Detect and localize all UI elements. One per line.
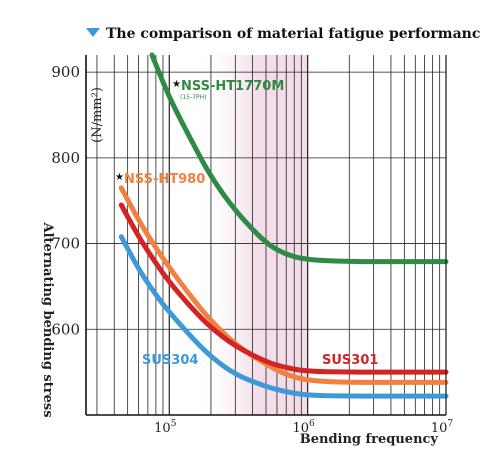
series-label-nss-ht1770m: ★NSS-HT1770M	[172, 79, 284, 94]
series-lines	[118, 52, 449, 399]
x-axis-label: Bending frequency	[300, 432, 439, 447]
chart-title: The comparison of material fatigue perfo…	[106, 26, 480, 42]
series-label-sus301: SUS301	[322, 353, 378, 368]
axes: 600 700 800 900 105 106 107	[51, 55, 453, 436]
grid	[86, 55, 447, 415]
y-tick-label: 600	[51, 320, 80, 338]
series-line-nss-ht1770m	[149, 52, 449, 265]
y-tick-label: 900	[51, 63, 80, 81]
series-label-sus304: SUS304	[142, 353, 198, 368]
y-axis-label: Alternating bending stress	[40, 221, 55, 417]
x-tick-label: 106	[293, 419, 316, 436]
series-label-nss-ht980: ★NSS-HT980	[115, 172, 205, 187]
triangle-down-icon	[86, 28, 100, 37]
x-tick-label: 107	[431, 419, 454, 436]
series-line-sus304	[118, 234, 449, 399]
y-tick-label: 800	[51, 149, 80, 167]
series-note: (15-7PH)	[180, 94, 206, 101]
y-tick-label: 700	[51, 235, 80, 253]
series-line-sus301	[118, 202, 449, 375]
series-line-nss-ht980	[118, 185, 449, 385]
y-unit-label: (N/mm²)	[90, 87, 105, 143]
x-tick-label: 105	[154, 419, 177, 436]
highlight-band-rect	[195, 55, 308, 415]
highlight-band	[195, 55, 308, 415]
series-labels: ★NSS-HT1770M(15-7PH) ★NSS-HT980 SUS301 SUS3…	[115, 79, 378, 368]
